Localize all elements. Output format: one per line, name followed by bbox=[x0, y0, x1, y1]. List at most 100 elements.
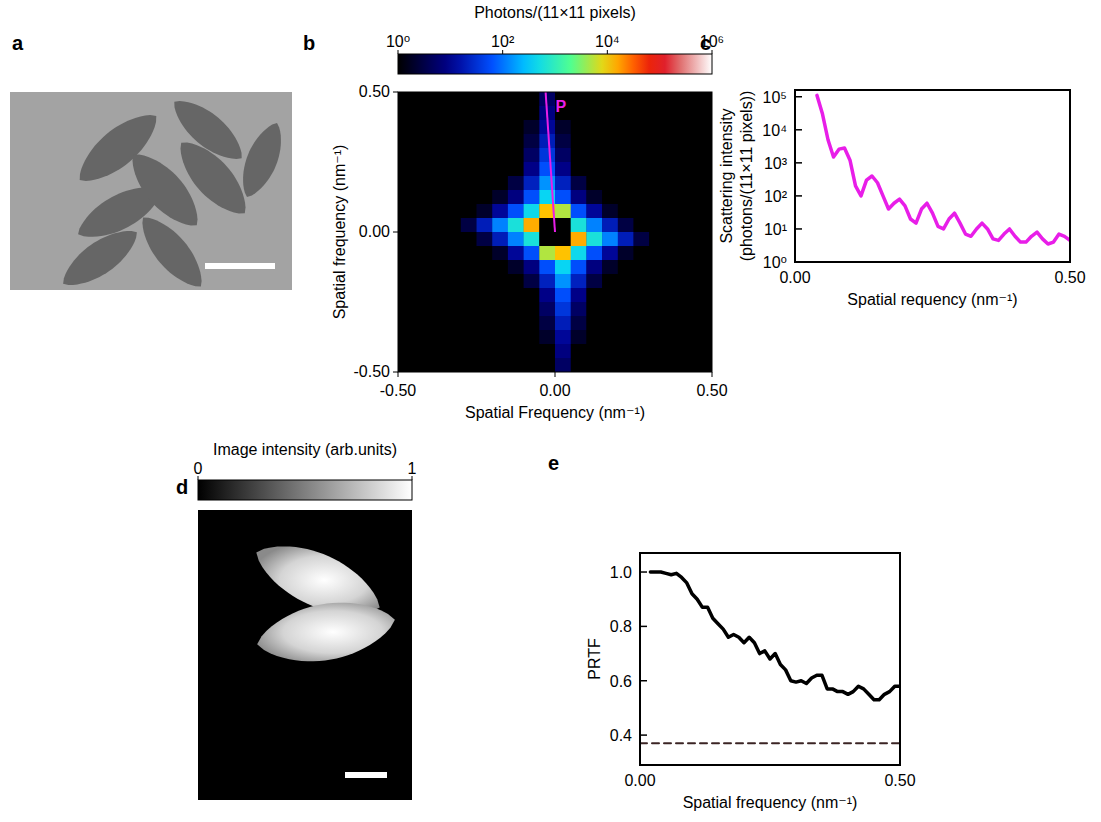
heatmap-cell bbox=[555, 134, 571, 148]
heatmap-cell bbox=[508, 260, 524, 274]
heatmap-cell bbox=[634, 330, 650, 344]
reconstruction bbox=[198, 510, 412, 800]
heatmap-cell bbox=[571, 232, 587, 246]
heatmap-cell bbox=[445, 218, 461, 232]
heatmap-cell bbox=[461, 302, 477, 316]
heatmap-cell bbox=[539, 302, 555, 316]
heatmap-cell bbox=[524, 274, 540, 288]
heatmap-cell bbox=[665, 92, 681, 106]
heatmap-cell bbox=[461, 344, 477, 358]
heatmap bbox=[398, 92, 712, 372]
heatmap-cell bbox=[681, 148, 697, 162]
heatmap-cell bbox=[649, 302, 665, 316]
nanoparticle bbox=[243, 123, 281, 197]
heatmap-cell bbox=[524, 120, 540, 134]
heatmap-cell bbox=[477, 162, 493, 176]
heatmap-cell bbox=[477, 190, 493, 204]
heatmap-cell bbox=[618, 344, 634, 358]
series-line bbox=[817, 95, 1070, 244]
heatmap-cell bbox=[634, 316, 650, 330]
heatmap-cell bbox=[555, 218, 571, 232]
heatmap-cell bbox=[649, 120, 665, 134]
heatmap-cell bbox=[477, 176, 493, 190]
heatmap-cell bbox=[634, 204, 650, 218]
heatmap-cell bbox=[445, 330, 461, 344]
heatmap-cell bbox=[414, 246, 430, 260]
heatmap-cell bbox=[681, 204, 697, 218]
heatmap-cell bbox=[539, 162, 555, 176]
heatmap-cell bbox=[618, 302, 634, 316]
y-tick-label: 10² bbox=[764, 188, 788, 205]
heatmap-cell bbox=[602, 190, 618, 204]
heatmap-cell bbox=[681, 120, 697, 134]
heatmap-cell bbox=[618, 330, 634, 344]
heatmap-cell bbox=[445, 288, 461, 302]
heatmap-cell bbox=[586, 204, 602, 218]
heatmap-cell bbox=[665, 120, 681, 134]
heatmap-cell bbox=[461, 190, 477, 204]
heatmap-cell bbox=[571, 344, 587, 358]
heatmap-cell bbox=[586, 288, 602, 302]
heatmap-cell bbox=[461, 288, 477, 302]
heatmap-cell bbox=[634, 162, 650, 176]
heatmap-cell bbox=[414, 92, 430, 106]
heatmap-cell bbox=[524, 232, 540, 246]
heatmap-cell bbox=[555, 302, 571, 316]
heatmap-cell bbox=[586, 232, 602, 246]
heatmap-cell bbox=[429, 344, 445, 358]
heatmap-cell bbox=[696, 134, 712, 148]
heatmap-cell bbox=[524, 106, 540, 120]
heatmap-cell bbox=[524, 92, 540, 106]
heatmap-cell bbox=[665, 148, 681, 162]
heatmap-cell bbox=[414, 358, 430, 372]
heatmap-cell bbox=[429, 274, 445, 288]
plot-frame bbox=[795, 90, 1070, 262]
heatmap-cell bbox=[508, 302, 524, 316]
heatmap-cell bbox=[634, 134, 650, 148]
heatmap-cell bbox=[524, 330, 540, 344]
heatmap-cell bbox=[398, 246, 414, 260]
heatmap-cell bbox=[665, 246, 681, 260]
heatmap-cell bbox=[461, 106, 477, 120]
heatmap-cell bbox=[665, 274, 681, 288]
heatmap-cell bbox=[586, 358, 602, 372]
heatmap-cell bbox=[398, 302, 414, 316]
y-tick bbox=[795, 162, 802, 164]
y-tick-label: 10⁵ bbox=[763, 89, 787, 106]
heatmap-cell bbox=[508, 330, 524, 344]
heatmap-cell bbox=[555, 246, 571, 260]
heatmap-cell bbox=[477, 120, 493, 134]
heatmap-cell bbox=[508, 274, 524, 288]
heatmap-cell bbox=[477, 148, 493, 162]
heatmap-cell bbox=[414, 134, 430, 148]
heatmap-cell bbox=[602, 274, 618, 288]
heatmap-cell bbox=[618, 274, 634, 288]
heatmap-cell bbox=[508, 134, 524, 148]
particle bbox=[257, 603, 395, 662]
heatmap-cell bbox=[429, 288, 445, 302]
micrograph bbox=[10, 92, 292, 290]
heatmap-cell bbox=[618, 218, 634, 232]
heatmap-cell bbox=[461, 246, 477, 260]
heatmap-cell bbox=[696, 204, 712, 218]
heatmap-cell bbox=[555, 330, 571, 344]
heatmap-cell bbox=[586, 246, 602, 260]
heatmap-cell bbox=[681, 176, 697, 190]
heatmap-cell bbox=[398, 260, 414, 274]
x-tick-label: 0.00 bbox=[779, 269, 810, 286]
heatmap-cell bbox=[602, 288, 618, 302]
heatmap-cell bbox=[492, 288, 508, 302]
heatmap-cell bbox=[696, 176, 712, 190]
heatmap-cell bbox=[696, 260, 712, 274]
colorbar-tick bbox=[712, 50, 713, 54]
heatmap-cell bbox=[571, 148, 587, 162]
heatmap-cell bbox=[586, 218, 602, 232]
heatmap-cell bbox=[539, 134, 555, 148]
heatmap-cell bbox=[429, 204, 445, 218]
heatmap-cell bbox=[492, 120, 508, 134]
heatmap-cell bbox=[649, 330, 665, 344]
heatmap-cell bbox=[524, 218, 540, 232]
heatmap-cell bbox=[445, 246, 461, 260]
heatmap-cell bbox=[477, 204, 493, 218]
heatmap-cell bbox=[618, 288, 634, 302]
